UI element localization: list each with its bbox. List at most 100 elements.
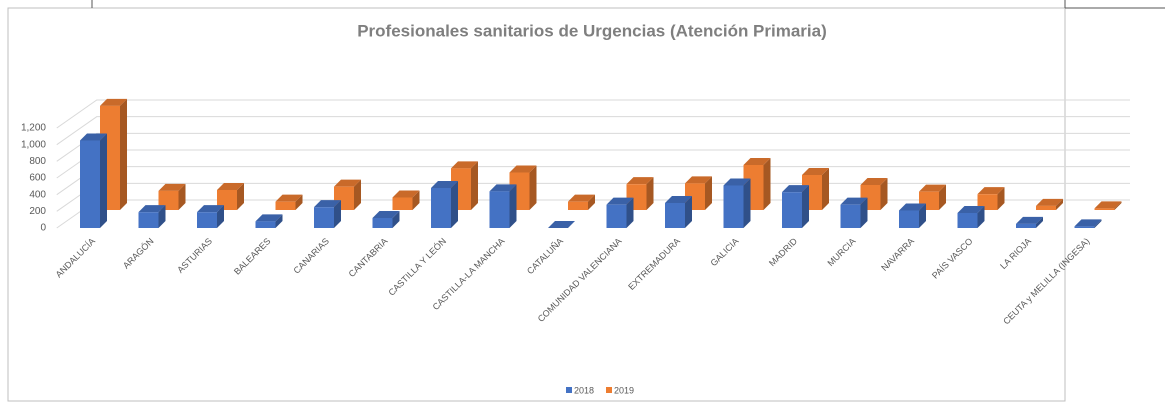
bar-front — [197, 212, 217, 228]
y-tick-label: 400 — [29, 189, 46, 200]
bar — [80, 133, 107, 228]
bar — [372, 211, 400, 228]
bar-side — [451, 181, 458, 228]
bar-side — [217, 205, 224, 228]
bar-top — [431, 181, 458, 188]
bar-front — [1074, 226, 1095, 228]
bar-side — [354, 179, 361, 210]
y-tick-label: 0 — [40, 223, 46, 234]
chart-title: Profesionales sanitarios de Urgencias (A… — [357, 21, 827, 40]
bar-front — [723, 185, 744, 228]
bar-top — [138, 205, 166, 213]
bar-side — [743, 178, 751, 228]
bar — [840, 197, 868, 228]
bar — [217, 183, 244, 210]
bar-top — [957, 206, 985, 213]
bar-side — [685, 196, 692, 228]
bar-side — [412, 190, 420, 210]
bar-side — [1094, 219, 1102, 228]
bar-top — [802, 168, 829, 175]
bar-top — [334, 179, 361, 187]
bar-top — [723, 178, 751, 186]
bar-top — [899, 203, 926, 211]
bar-side — [588, 194, 595, 210]
bar-front — [957, 213, 978, 228]
bar-side — [471, 161, 478, 210]
bar — [957, 206, 985, 228]
bar-side — [822, 168, 829, 210]
bar — [568, 194, 595, 210]
legend-swatch — [606, 387, 612, 393]
bar-side — [763, 158, 771, 210]
bar-top — [275, 194, 303, 202]
bar — [782, 185, 809, 228]
bar-top — [100, 98, 127, 106]
grid-line — [56, 132, 1130, 162]
y-tick-label: 1,200 — [21, 123, 46, 134]
bar-front — [275, 201, 296, 210]
bar-top — [840, 197, 868, 205]
bar-front — [1016, 223, 1036, 228]
bar-front — [606, 204, 627, 228]
bar-front — [1036, 205, 1056, 210]
bar — [197, 205, 224, 228]
bar — [548, 221, 575, 228]
bar — [665, 196, 692, 228]
bar — [1094, 201, 1122, 210]
bar-side — [334, 200, 341, 228]
bar-top — [977, 187, 1005, 195]
bar-side — [100, 133, 107, 228]
bar-front — [138, 212, 159, 228]
bar-side — [626, 197, 634, 228]
bar — [723, 178, 751, 228]
bar-top — [1074, 219, 1102, 227]
bar-top — [743, 158, 771, 165]
bar-side — [158, 205, 166, 228]
bar-side — [997, 187, 1005, 210]
bar — [606, 197, 634, 228]
bar-top — [509, 165, 537, 173]
bar-top — [80, 133, 107, 141]
bar-top — [568, 194, 595, 202]
bar-side — [295, 194, 303, 210]
bar-top — [392, 190, 420, 198]
bar-top — [626, 177, 654, 185]
y-tick-label: 600 — [29, 173, 46, 184]
bar-side — [120, 98, 127, 210]
bar-top — [197, 205, 224, 213]
bar-side — [1114, 201, 1122, 210]
bar-side — [509, 184, 517, 228]
bar — [1016, 216, 1043, 228]
bar-front — [1094, 208, 1115, 210]
bar-front — [255, 221, 276, 228]
bar-front — [314, 207, 334, 228]
grid-line — [56, 116, 1130, 146]
bar-side — [919, 203, 926, 228]
bar-top — [372, 211, 400, 218]
bar — [431, 181, 458, 228]
legend-label: 2018 — [574, 385, 594, 395]
bar — [489, 184, 517, 228]
bar-side — [178, 183, 186, 210]
bar-front — [431, 188, 451, 228]
y-tick-label: 800 — [29, 156, 46, 167]
bar-top — [314, 200, 341, 208]
bar-front — [568, 201, 588, 210]
bar-top — [665, 196, 692, 203]
bar-front — [392, 197, 413, 210]
bar — [899, 203, 926, 228]
grid-line — [56, 99, 1130, 129]
bar-side — [860, 197, 868, 228]
bar-front — [899, 210, 919, 228]
bar-front — [782, 192, 802, 228]
bar-side — [392, 211, 400, 228]
legend-swatch — [566, 387, 572, 393]
bar-front — [840, 204, 861, 228]
bar-front — [372, 218, 393, 228]
bar-side — [705, 176, 712, 210]
bar-side — [529, 165, 537, 210]
bar-top — [1094, 201, 1122, 209]
bar-front — [217, 190, 237, 210]
bar-top — [158, 183, 186, 191]
